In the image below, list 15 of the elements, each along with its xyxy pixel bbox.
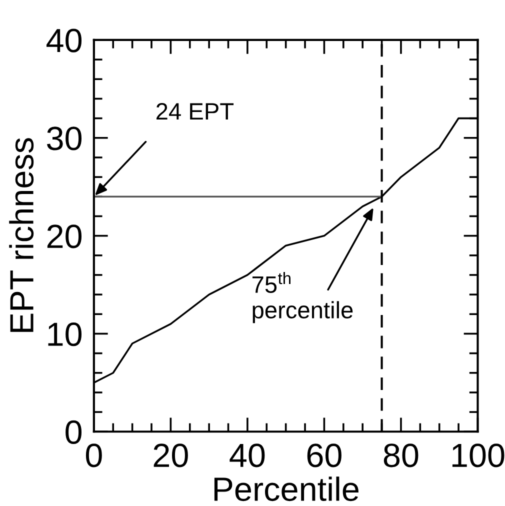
- annotation: 24 EPT: [156, 103, 234, 120]
- y-axis-title: EPT richness: [9, 138, 34, 332]
- y-tick-label: 30: [47, 126, 82, 150]
- y-tick-label: 20: [47, 224, 82, 248]
- y-tick-label: 40: [46, 28, 82, 52]
- x-tick-label: 100: [452, 444, 504, 468]
- x-tick-label: 40: [230, 444, 265, 468]
- x-axis-title: Percentile: [214, 476, 358, 502]
- y-tick-label: 0: [66, 420, 82, 444]
- x-tick-label: 20: [154, 444, 188, 468]
- x-tick-label: 60: [307, 444, 342, 468]
- y-tick-label: 10: [48, 322, 82, 346]
- annotation: 75$^{th}$ percentile: [252, 272, 353, 324]
- x-tick-label: 0: [86, 444, 102, 468]
- x-tick-label: 80: [384, 444, 418, 468]
